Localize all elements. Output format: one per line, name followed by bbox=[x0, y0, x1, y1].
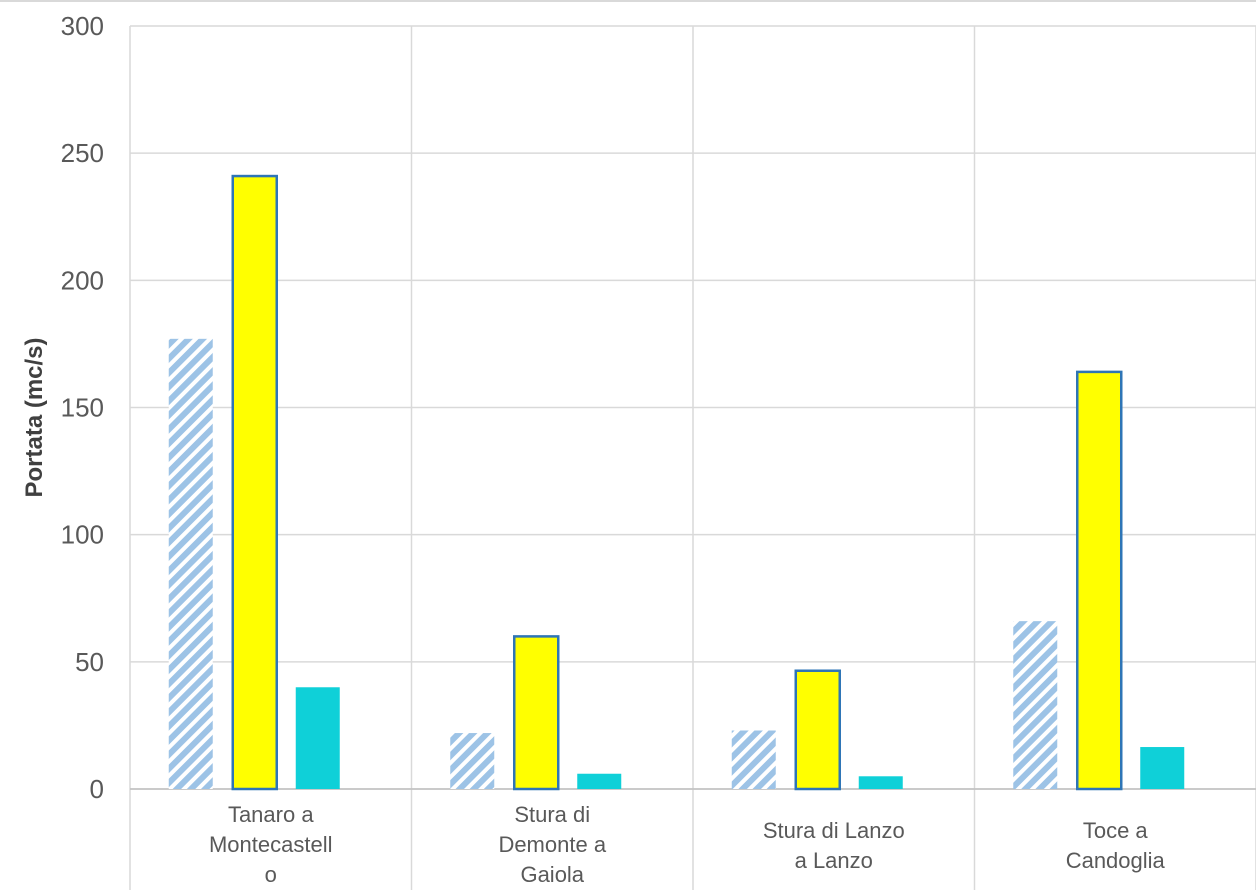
bar-series-2-cat-4 bbox=[1076, 370, 1123, 791]
y-tick-label: 250 bbox=[61, 138, 104, 168]
bar-series-2-cat-3 bbox=[794, 669, 841, 791]
x-tick-label: Stura di bbox=[514, 802, 590, 827]
bar-series-1-cat-2 bbox=[450, 733, 495, 789]
x-tick-label: Tanaro a bbox=[228, 802, 314, 827]
bar-series-2-cat-1 bbox=[231, 174, 278, 791]
x-tick-label: Stura di Lanzo bbox=[763, 818, 905, 843]
y-tick-label: 100 bbox=[61, 520, 104, 550]
y-tick-label: 50 bbox=[75, 647, 104, 677]
x-tick-label: Toce a bbox=[1083, 818, 1149, 843]
y-tick-label: 0 bbox=[90, 774, 104, 804]
bar-series-3-cat-4 bbox=[1140, 747, 1185, 789]
y-tick-labels: 0 50 100 150 200 250 300 bbox=[61, 11, 104, 804]
x-tick-label: Gaiola bbox=[520, 862, 584, 887]
y-tick-label: 300 bbox=[61, 11, 104, 41]
y-axis-label: Portata (mc/s) bbox=[21, 337, 48, 497]
y-tick-label: 200 bbox=[61, 265, 104, 295]
y-tick-label: 150 bbox=[61, 393, 104, 423]
bars bbox=[168, 174, 1185, 791]
x-tick-label: Demonte a bbox=[498, 832, 606, 857]
x-tick-label: o bbox=[265, 862, 277, 887]
bar-series-1-cat-1 bbox=[168, 338, 213, 789]
bar-series-2-cat-2 bbox=[513, 635, 560, 791]
x-tick-label: Montecastell bbox=[209, 832, 333, 857]
bar-series-1-cat-3 bbox=[731, 730, 776, 789]
bar-series-1-cat-4 bbox=[1013, 621, 1058, 789]
x-tick-label: Candoglia bbox=[1066, 848, 1166, 873]
x-tick-labels: Tanaro a Montecastell o Stura di Demonte a Ga… bbox=[209, 802, 1166, 887]
bar-series-3-cat-3 bbox=[858, 776, 903, 789]
bar-series-3-cat-2 bbox=[577, 773, 622, 789]
x-tick-label: a Lanzo bbox=[795, 848, 873, 873]
bar-series-3-cat-1 bbox=[295, 687, 340, 789]
